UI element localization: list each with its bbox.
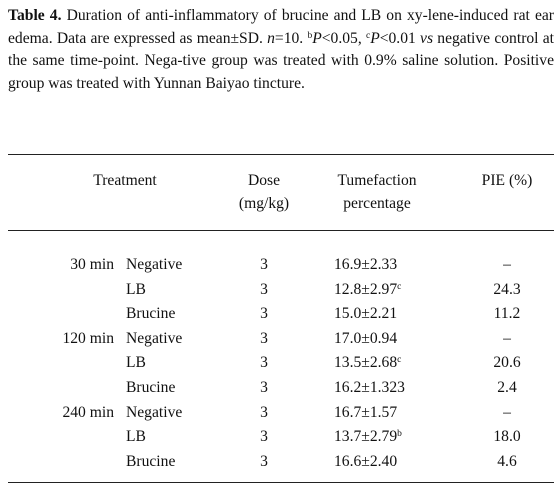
header-rule (8, 230, 554, 231)
tumefaction-value: 12.8±2.97 (334, 281, 398, 298)
significance-marker: b (397, 429, 402, 439)
caption-sup: c (365, 30, 371, 41)
dose-cell: 3 (260, 428, 268, 445)
caption-text: negative control at the same time-point.… (8, 29, 555, 92)
tumefaction-cell: 16.9±2.33 (334, 255, 397, 275)
header-treatment: Treatment (93, 172, 157, 189)
tumefaction-value: 13.7±2.79 (334, 428, 398, 445)
pie-cell: 20.6 (493, 354, 521, 371)
header-pie: PIE (%) (481, 172, 533, 189)
tumefaction-value: 13.5±2.68 (334, 354, 398, 371)
tumefaction-value: 17.0±0.94 (334, 330, 398, 347)
header-tumefaction: Tumefaction (337, 172, 417, 189)
header-dose-unit: (mg/kg) (238, 195, 290, 212)
caption-p: P (370, 29, 380, 47)
header-dose: Dose (247, 172, 281, 189)
time-point: 120 min (62, 330, 114, 347)
tumefaction-cell: 17.0±0.94 (334, 329, 397, 349)
tumefaction-value: 16.7±1.57 (334, 404, 398, 421)
dose-cell: 3 (260, 281, 268, 298)
group-name: Negative (126, 256, 183, 273)
pie-cell: 18.0 (493, 428, 521, 445)
caption-text: <0.05, (321, 29, 366, 47)
group-name: Brucine (126, 453, 176, 470)
tumefaction-cell: 16.2±1.323 (334, 378, 405, 398)
dose-cell: 3 (260, 453, 268, 470)
group-name: LB (126, 354, 146, 371)
tumefaction-cell: 13.5±2.68c (334, 353, 401, 373)
group-name: Brucine (126, 305, 176, 322)
tumefaction-value: 16.2±1.323 (334, 379, 405, 396)
caption-p: P (312, 29, 322, 47)
dose-cell: 3 (260, 256, 268, 273)
pie-cell: – (503, 404, 511, 421)
dose-cell: 3 (260, 330, 268, 347)
table-label: Table 4. (8, 7, 62, 24)
pie-cell: 4.6 (497, 453, 517, 470)
tumefaction-cell: 15.0±2.21 (334, 304, 397, 324)
group-name: Brucine (126, 379, 176, 396)
pie-cell: – (503, 330, 511, 347)
dose-cell: 3 (260, 305, 268, 322)
header-tumefaction-2: percentage (343, 195, 411, 212)
tumefaction-value: 15.0±2.21 (334, 305, 398, 322)
pie-cell: – (503, 256, 511, 273)
top-rule (8, 154, 554, 155)
tumefaction-value: 16.9±2.33 (334, 256, 398, 273)
time-point: 30 min (70, 256, 114, 273)
tumefaction-value: 16.6±2.40 (334, 453, 398, 470)
tumefaction-cell: 16.6±2.40 (334, 452, 397, 472)
caption-sup: b (307, 30, 313, 41)
group-name: Negative (126, 330, 183, 347)
significance-marker: c (397, 282, 402, 292)
tumefaction-cell: 16.7±1.57 (334, 403, 397, 423)
significance-marker: c (397, 355, 402, 365)
caption-text: =10. (274, 29, 308, 47)
bottom-rule (8, 482, 554, 483)
pie-cell: 2.4 (497, 379, 517, 396)
dose-cell: 3 (260, 404, 268, 421)
caption-vs: vs (420, 29, 434, 47)
time-point: 240 min (62, 404, 114, 421)
caption-text: Duration of anti-inflammatory of brucine… (8, 7, 554, 47)
dose-cell: 3 (260, 354, 268, 371)
dose-cell: 3 (260, 379, 268, 396)
pie-cell: 11.2 (493, 305, 521, 322)
tumefaction-cell: 12.8±2.97c (334, 280, 401, 300)
table-caption: Table 4. Duration of anti-inflammatory o… (8, 5, 554, 95)
tumefaction-cell: 13.7±2.79b (334, 427, 402, 447)
pie-cell: 24.3 (493, 281, 521, 298)
caption-text: <0.01 (379, 29, 421, 47)
group-name: LB (126, 281, 146, 298)
group-name: LB (126, 428, 146, 445)
group-name: Negative (126, 404, 183, 421)
caption-n: n (267, 29, 275, 47)
